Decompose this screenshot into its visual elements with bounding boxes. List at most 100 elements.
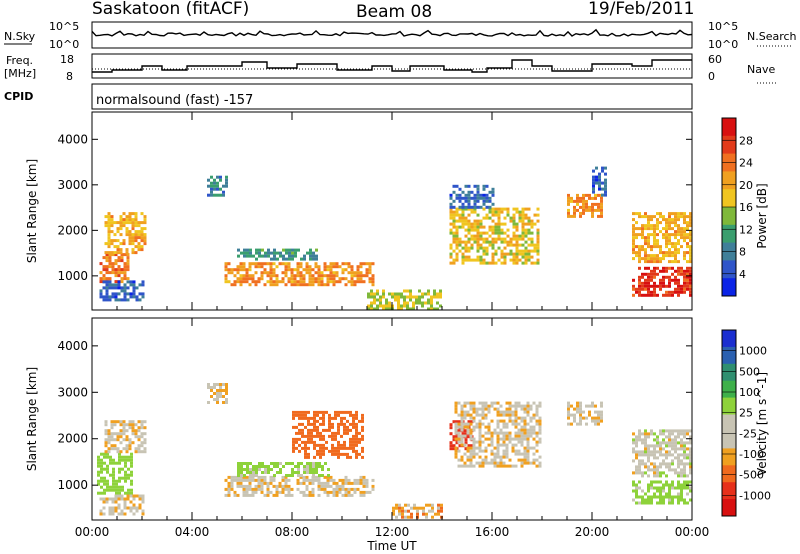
data-cell [134,215,138,219]
data-cell [527,255,531,259]
data-cell [352,443,355,447]
data-cell [370,292,373,296]
data-cell [287,268,291,272]
data-cell [533,243,537,247]
data-cell [297,471,300,474]
data-cell [320,280,324,284]
data-cell [449,444,453,448]
data-cell [662,453,665,457]
data-cell [343,443,346,447]
data-cell [338,484,342,488]
data-cell [635,254,638,258]
data-cell [433,289,436,293]
data-cell [449,423,453,427]
data-cell [134,447,138,451]
data-cell [361,449,364,453]
data-cell [131,218,135,222]
data-cell [469,413,473,417]
data-cell [665,444,668,448]
data-cell [287,277,291,281]
data-cell [251,280,255,284]
data-cell [526,443,530,447]
data-cell [647,278,650,282]
data-cell [362,262,366,266]
data-cell [467,435,471,439]
data-cell [385,298,388,302]
data-cell [340,443,343,447]
data-cell [644,248,647,252]
data-cell [460,455,464,459]
data-cell [104,224,108,228]
data-cell [313,428,316,432]
freq-strip: Freq. [MHz] 18 8 60 0 Nave [4,53,776,84]
data-cell [359,490,363,494]
data-cell [143,447,147,451]
data-cell [476,196,480,200]
data-cell [125,450,129,454]
data-cell [334,446,337,450]
data-region [567,193,603,218]
data-cell [427,298,430,302]
data-cell [665,483,668,487]
data-cell [313,410,316,414]
data-cell [506,234,510,238]
data-cell [677,290,680,294]
data-cell [279,462,282,465]
data-cell [290,487,294,491]
data-cell [125,227,129,231]
data-cell [275,487,279,491]
data-cell [224,268,228,272]
data-cell [449,196,453,200]
data-cell [485,213,489,217]
data-cell [464,196,468,200]
data-cell [653,230,656,234]
data-cell [113,420,117,424]
data-cell [251,475,255,479]
data-cell [653,275,656,279]
data-cell [455,420,459,424]
data-cell [242,274,246,278]
data-cell [653,293,656,297]
data-cell [457,401,461,405]
data-cell [460,407,464,411]
data-cell [485,237,489,241]
data-cell [481,449,485,453]
data-cell [287,490,291,494]
data-cell [343,410,346,414]
data-cell [671,453,674,457]
data-cell [505,413,509,417]
data-cell [258,468,261,471]
data-cell [312,474,315,477]
data-cell [400,304,403,308]
data-cell [500,210,504,214]
data-cell [493,431,497,435]
colorbar-swatch [722,260,736,279]
data-cell [272,493,276,497]
data-cell [641,215,644,219]
data-cell [260,481,264,485]
data-cell [304,425,307,429]
data-cell [307,422,310,426]
data-cell [597,422,600,426]
data-cell [659,221,662,225]
data-cell [635,245,638,249]
data-cell [251,274,255,278]
data-cell [454,422,458,426]
data-cell [475,413,479,417]
data-cell [454,401,458,405]
data-cell [135,295,139,299]
data-cell [311,487,315,491]
data-cell [470,190,474,194]
data-cell [452,420,456,424]
data-cell [425,515,428,519]
data-cell [533,213,537,217]
data-cell [100,467,103,471]
data-cell [135,494,139,498]
data-cell [677,498,680,502]
data-cell [143,215,147,219]
data-cell [665,492,668,496]
data-cell [120,286,124,290]
data-cell [257,280,261,284]
data-cell [502,410,506,414]
